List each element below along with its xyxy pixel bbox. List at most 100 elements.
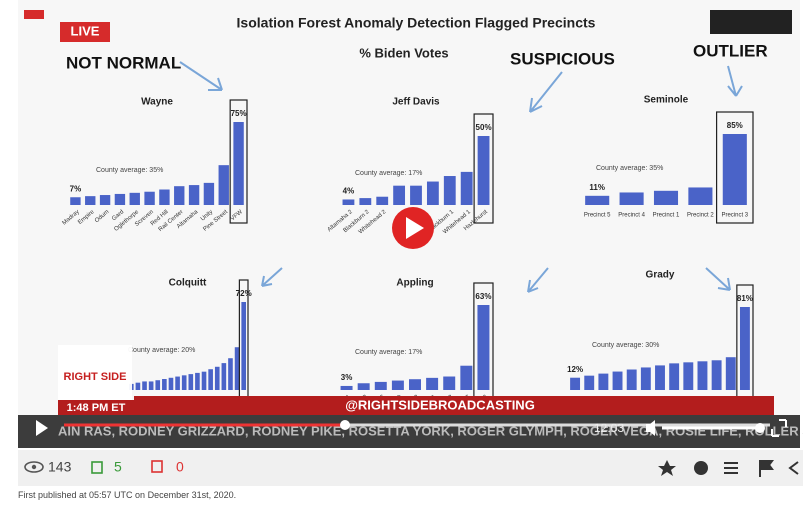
playlist[interactable] [724,462,738,474]
bar [155,380,161,390]
annotation: County average: 20% [128,347,195,354]
bar [711,360,722,390]
chart-title: Grady [646,270,675,281]
bar [342,199,355,205]
data-label: 72% [236,289,252,298]
bar [655,365,665,390]
chart-title: Seminole [644,95,689,106]
bar [233,122,244,205]
bar [653,190,679,205]
play-icon [406,217,424,239]
bar [460,171,473,205]
screen: LIVE Isolation Forest Anomaly Detection … [18,10,803,486]
bar [218,165,229,205]
data-label: 75% [231,109,247,118]
like-icon[interactable] [91,461,103,474]
clock: 1:48 PM ET [67,402,126,414]
callout: SUSPICIOUS [510,49,615,68]
dislike-icon[interactable] [151,460,163,473]
bar [221,363,227,390]
logo-box [58,345,132,400]
bar [162,379,167,390]
callout: NOT NORMAL [66,53,181,72]
bar [697,361,708,390]
bar [135,382,141,390]
bar [203,182,215,205]
bar [234,347,240,390]
bar [376,196,389,205]
bar [359,198,372,205]
flag[interactable] [759,460,774,477]
player-time: 12:03 [594,421,624,435]
highlight-box [715,111,754,224]
bar [85,196,96,205]
bar [70,197,81,205]
share[interactable] [788,461,799,475]
bar [598,373,609,390]
x-tick-label: Precinct 4 [618,213,645,219]
bar [477,305,490,390]
bar [391,380,404,390]
play-control[interactable] [36,420,48,436]
data-label: 3% [341,373,353,382]
bar [426,181,439,205]
bar [426,377,439,390]
bar [619,192,644,205]
volume-thumb[interactable] [755,423,765,433]
bar [168,377,174,390]
bar [175,376,180,390]
chart-title: Appling [396,278,433,289]
bar [228,358,233,390]
data-label: 85% [727,121,743,130]
bar [688,187,713,205]
annotation: County average: 17% [355,170,422,177]
stats-bar [18,450,803,486]
bar [410,185,422,205]
fullscreen[interactable] [771,419,787,437]
callout: OUTLIER [693,41,768,60]
likes: 5 [114,459,122,475]
arrows [179,61,743,293]
bar [188,374,194,390]
bar [725,357,736,390]
bar [114,193,126,205]
bar [99,195,111,205]
progress-thumb[interactable] [340,420,350,430]
webcam-thumb [710,10,792,34]
bar [188,185,200,205]
controls-bar [18,415,800,448]
favorite[interactable] [658,460,676,476]
bar [443,376,456,390]
bar [159,189,170,205]
volume-icon[interactable] [646,420,655,436]
data-label: 12% [567,365,583,374]
bar [585,195,610,205]
bar [174,186,185,205]
handle-bar [134,396,774,415]
live-icon [24,10,44,19]
annotation: County average: 30% [592,342,659,349]
bar [584,375,595,390]
dislikes: 0 [176,459,184,475]
bar [626,369,637,390]
bar [409,379,421,390]
bar [148,381,154,390]
x-tick-label: Precinct 1 [653,213,680,219]
bar [181,375,187,390]
views: 143 [48,459,72,475]
x-tick-label: Precinct 3 [721,213,748,219]
bar [683,362,694,390]
live-box [60,22,110,42]
bar [129,192,140,205]
highlight-box [229,99,248,224]
ticker: AIN RAS, RODNEY GRIZZARD, RODNEY PIKE, R… [58,423,803,438]
live-label: LIVE [71,23,100,38]
annotation: County average: 17% [355,349,422,356]
watch-later[interactable] [694,461,708,475]
slide-subtitle: % Biden Votes [359,45,448,60]
highlight-box [473,113,494,224]
bar [201,371,207,390]
bar [357,383,370,390]
bar [669,363,680,390]
